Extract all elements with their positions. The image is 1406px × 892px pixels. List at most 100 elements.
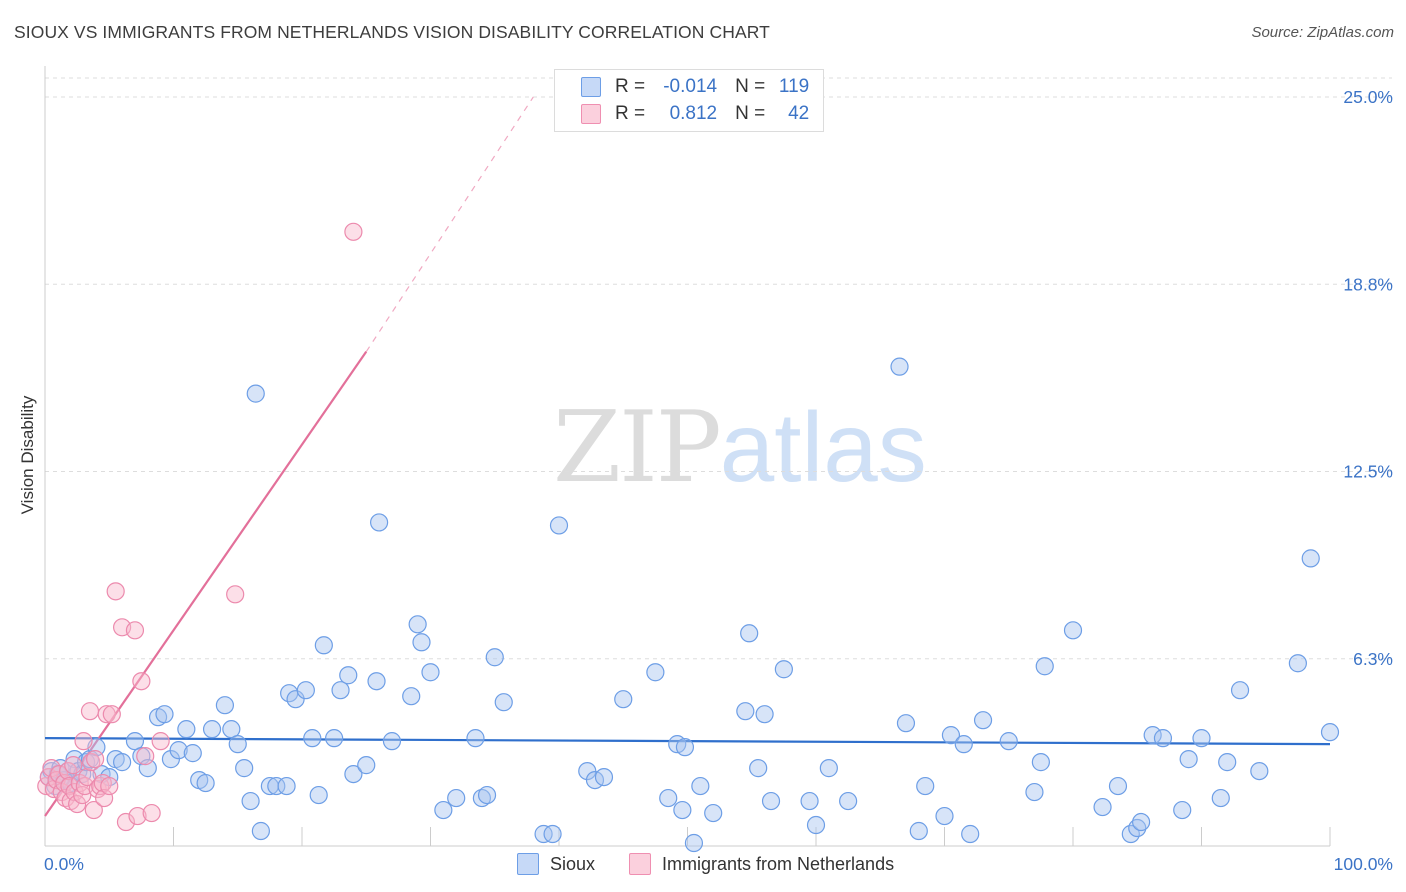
point-sioux-57 (421, 663, 440, 682)
point-sioux-18 (125, 732, 145, 751)
point-sioux-42 (296, 681, 315, 700)
point-netherlands-36 (132, 672, 151, 691)
point-sioux-76 (675, 738, 695, 757)
point-sioux-47 (331, 681, 350, 700)
point-netherlands-37 (136, 747, 155, 766)
point-sioux-39 (277, 776, 296, 796)
point-sioux-59 (447, 788, 466, 808)
point-sioux-92 (909, 821, 928, 841)
point-sioux-95 (941, 726, 961, 745)
point-sioux-66 (543, 824, 562, 844)
point-netherlands-23 (86, 750, 105, 769)
axes (44, 66, 1331, 847)
point-sioux-60 (466, 729, 485, 748)
point-netherlands-28 (97, 705, 116, 724)
point-sioux-38 (267, 776, 286, 796)
point-sioux-43 (303, 729, 322, 748)
watermark: ZIPatlas (553, 398, 927, 497)
point-sioux-48 (339, 666, 358, 685)
point-sioux-28 (196, 773, 215, 793)
point-sioux-98 (973, 711, 993, 730)
point-sioux-36 (251, 821, 270, 841)
point-sioux-118 (1288, 654, 1307, 673)
point-netherlands-29 (100, 776, 119, 796)
point-sioux-104 (1093, 797, 1112, 817)
point-sioux-55 (408, 615, 427, 634)
point-sioux-91 (896, 714, 916, 733)
legend-r-label: R = (615, 102, 646, 124)
legend-item-netherlands[interactable]: Immigrants from Netherlands (629, 851, 894, 877)
point-sioux-120 (1320, 723, 1340, 742)
x-tick-label-0: 0.0% (44, 854, 84, 874)
point-sioux-88 (819, 759, 838, 778)
watermark-zip: ZIP (553, 391, 722, 505)
point-sioux-30 (215, 696, 234, 715)
point-netherlands-39 (151, 732, 170, 751)
point-netherlands-30 (102, 705, 121, 724)
legend-row-sioux: R = -0.014 N = 119 (555, 73, 809, 100)
y-tick-label-1: 12.5% (1343, 462, 1393, 482)
point-sioux-114 (1211, 788, 1230, 808)
point-sioux-79 (704, 803, 723, 823)
point-sioux-67 (549, 516, 569, 535)
point-sioux-49 (344, 764, 363, 784)
trend-lines (44, 96, 1331, 817)
point-netherlands-20 (80, 702, 100, 721)
legend-label-sioux: Sioux (550, 853, 596, 874)
legend-label-netherlands: Immigrants from Netherlands (662, 853, 895, 874)
point-netherlands-33 (116, 812, 136, 832)
point-sioux-25 (177, 720, 196, 739)
point-netherlands-9 (59, 761, 78, 781)
data-points (37, 222, 1340, 853)
point-sioux-111 (1173, 800, 1192, 820)
point-sioux-77 (684, 833, 704, 853)
point-netherlands-24 (88, 779, 107, 799)
legend-n-label: N = (735, 102, 766, 124)
point-netherlands-40 (226, 585, 245, 604)
sioux-legend-icon (517, 853, 539, 875)
chart-title: SIOUX VS IMMIGRANTS FROM NETHERLANDS VIS… (14, 22, 770, 42)
point-sioux-100 (1025, 782, 1044, 802)
x-tick-label-1: 100.0% (1334, 854, 1393, 874)
legend-n-value-netherlands: 42 (788, 102, 810, 124)
point-sioux-56 (412, 633, 431, 652)
legend-r-value-netherlands: 0.812 (669, 102, 718, 124)
y-tick-label-0: 6.3% (1353, 649, 1393, 669)
point-sioux-26 (183, 744, 202, 763)
point-sioux-72 (646, 663, 665, 682)
point-sioux-86 (800, 791, 819, 811)
point-sioux-78 (691, 776, 710, 796)
point-sioux-35 (246, 384, 265, 403)
point-sioux-85 (774, 660, 793, 679)
legend-row-netherlands: R = 0.812 N = 42 (555, 100, 809, 127)
point-sioux-53 (382, 732, 402, 751)
point-sioux-32 (228, 735, 247, 754)
y-tick-label-2: 18.8% (1343, 274, 1393, 294)
legend-item-sioux[interactable]: Sioux (517, 851, 595, 877)
point-sioux-96 (954, 735, 973, 754)
correlation-legend: R = -0.014 N = 119 R = 0.812 N = 42 (554, 69, 824, 132)
y-tick-label-3: 25.0% (1343, 87, 1393, 107)
point-sioux-112 (1179, 750, 1198, 769)
point-sioux-82 (749, 759, 768, 778)
point-netherlands-34 (125, 621, 145, 640)
trend-line-netherlands-extension (365, 96, 534, 352)
netherlands-legend-icon (629, 853, 651, 875)
point-sioux-54 (402, 687, 421, 706)
point-sioux-61 (472, 788, 491, 808)
point-sioux-31 (222, 720, 241, 739)
point-sioux-52 (370, 513, 389, 532)
legend-n-value-sioux: 119 (778, 75, 810, 97)
point-sioux-46 (325, 729, 344, 748)
point-netherlands-22 (84, 800, 103, 820)
point-netherlands-12 (64, 756, 83, 775)
point-sioux-116 (1230, 681, 1250, 700)
point-sioux-84 (761, 791, 781, 811)
point-sioux-89 (839, 791, 858, 811)
point-netherlands-17 (74, 732, 93, 751)
point-sioux-17 (112, 753, 132, 772)
point-sioux-41 (286, 690, 305, 709)
point-sioux-81 (740, 624, 759, 643)
legend-n-label: N = (735, 75, 766, 97)
